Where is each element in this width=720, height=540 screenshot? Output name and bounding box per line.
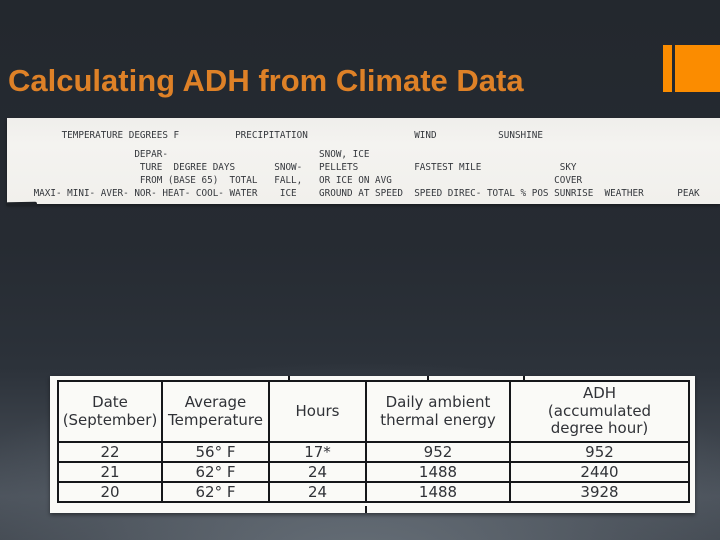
cell-date: 22 [57,441,163,463]
cell-thermal-energy: 1488 [365,461,511,483]
scan-line-block: DEPAR- SNOW, ICE TURE DEGREE DAYS SNOW- … [0,148,700,200]
adh-table: Date (September) Average Temperature Hou… [57,380,690,503]
scan-line-maxi: MAXI- MINI- AVER- NOR- HEAT- COOL- WATER… [0,188,700,200]
header-date: Date (September) [57,380,163,443]
cell-avg-temp: 56° F [161,441,270,463]
table-row: 21 62° F 24 1488 2440 [57,461,690,483]
header-adh: ADH (accumulated degree hour) [509,380,690,443]
crop-artifact-tick [523,376,525,380]
crop-artifact-tick [288,376,290,380]
header-daily-thermal-energy: Daily ambient thermal energy [365,380,511,443]
slide-title: Calculating ADH from Climate Data [8,63,524,98]
table-row: 22 56° F 17* 952 952 [57,441,690,463]
cell-thermal-energy: 952 [365,441,511,463]
cell-date: 21 [57,461,163,483]
header-hours: Hours [268,380,367,443]
cell-hours: 24 [268,481,367,503]
scan-line-from: FROM (BASE 65) TOTAL FALL, OR ICE ON AVG… [0,175,583,187]
cell-adh: 2440 [509,461,690,483]
cell-adh: 3928 [509,481,690,503]
cell-date: 20 [57,481,163,503]
crop-artifact-tick [365,506,367,513]
cell-hours: 17* [268,441,367,463]
table-header-row: Date (September) Average Temperature Hou… [57,380,690,443]
accent-bar-wide [675,45,720,92]
crop-artifact-tick [427,376,429,380]
cell-hours: 24 [268,461,367,483]
scan-smudge-artifact [5,201,38,207]
scan-line-ture: TURE DEGREE DAYS SNOW- PELLETS FASTEST M… [0,162,577,174]
header-average-temperature: Average Temperature [161,380,270,443]
cell-avg-temp: 62° F [161,461,270,483]
table-row: 20 62° F 24 1488 3928 [57,481,690,503]
adh-table-container: Date (September) Average Temperature Hou… [50,376,695,513]
cell-thermal-energy: 1488 [365,481,511,503]
accent-bar-narrow [663,45,672,92]
cell-avg-temp: 62° F [161,481,270,503]
cell-adh: 952 [509,441,690,463]
scan-line-depar: DEPAR- SNOW, ICE [0,149,370,160]
climate-scan-strip [7,118,720,204]
scan-line-groups: TEMPERATURE DEGREES F PRECIPITATION WIND… [0,130,543,141]
